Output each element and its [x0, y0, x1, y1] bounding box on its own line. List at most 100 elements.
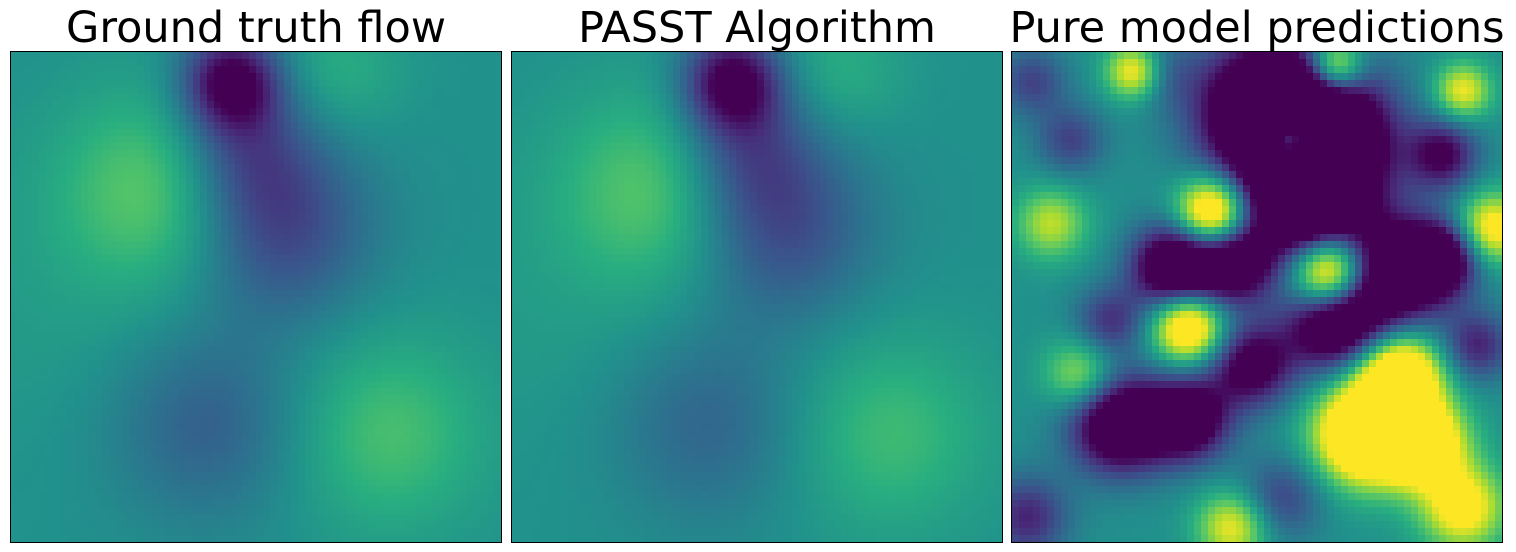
heatmap-cell [81, 87, 89, 95]
heatmap-cell [466, 234, 474, 242]
heatmap-cell [88, 311, 96, 319]
heatmap-cell [403, 395, 411, 403]
heatmap-cell [242, 437, 250, 445]
heatmap-cell [284, 129, 292, 137]
heatmap-cell [179, 304, 187, 312]
heatmap-cell [130, 206, 138, 214]
heatmap-cell [312, 199, 320, 207]
heatmap-cell [354, 346, 362, 354]
heatmap-cell [382, 395, 390, 403]
heatmap-cell [200, 521, 208, 529]
heatmap-cell [480, 353, 488, 361]
heatmap-cell [109, 318, 117, 326]
heatmap-cell [319, 143, 327, 151]
heatmap-cell [277, 479, 285, 487]
heatmap-cell [228, 199, 236, 207]
heatmap-cell [228, 423, 236, 431]
heatmap-cell [228, 486, 236, 494]
heatmap-cell [249, 430, 257, 438]
heatmap-cell [494, 374, 501, 382]
heatmap-cell [74, 171, 82, 179]
heatmap-cell [179, 283, 187, 291]
heatmap-cell [60, 234, 68, 242]
heatmap-cell [200, 465, 208, 473]
heatmap-cell [473, 444, 481, 452]
heatmap-cell [165, 143, 173, 151]
heatmap-cell [445, 157, 453, 165]
heatmap-cell [277, 220, 285, 228]
heatmap-cell [172, 108, 180, 116]
heatmap-cell [333, 430, 341, 438]
heatmap-cell [480, 318, 488, 326]
heatmap-cell [74, 360, 82, 368]
heatmap-cell [361, 283, 369, 291]
heatmap-cell [193, 255, 201, 263]
heatmap-cell [242, 360, 250, 368]
heatmap-cell [53, 409, 61, 417]
heatmap-cell [305, 157, 313, 165]
heatmap-cell [207, 87, 215, 95]
heatmap-cell [354, 353, 362, 361]
heatmap-cell [396, 101, 404, 109]
heatmap-cell [452, 192, 460, 200]
heatmap-cell [228, 101, 236, 109]
heatmap-cell [340, 66, 348, 74]
heatmap-cell [897, 52, 905, 60]
heatmap-cell [431, 136, 439, 144]
heatmap-cell [109, 416, 117, 424]
heatmap-cell [193, 206, 201, 214]
heatmap-cell [417, 248, 425, 256]
heatmap-cell [417, 213, 425, 221]
heatmap-cell [256, 381, 264, 389]
heatmap-cell [116, 262, 124, 270]
heatmap-cell [186, 52, 194, 60]
heatmap-cell [452, 493, 460, 501]
heatmap-cell [256, 108, 264, 116]
heatmap-cell [466, 472, 474, 480]
heatmap-cell [375, 199, 383, 207]
heatmap-cell [179, 276, 187, 284]
heatmap-cell [480, 283, 488, 291]
heatmap-cell [417, 59, 425, 67]
heatmap-cell [722, 52, 730, 60]
heatmap-cell [165, 101, 173, 109]
heatmap-cell [487, 367, 495, 375]
heatmap-cell [137, 66, 145, 74]
heatmap-cell [207, 234, 215, 242]
heatmap-cell [221, 535, 229, 542]
heatmap-cell [445, 507, 453, 515]
heatmap-cell [214, 143, 222, 151]
heatmap-cell [298, 269, 306, 277]
heatmap-cell [123, 262, 131, 270]
heatmap-cell [326, 402, 334, 410]
heatmap-cell [165, 500, 173, 508]
heatmap-cell [235, 360, 243, 368]
heatmap-cell [81, 304, 89, 312]
heatmap-cell [333, 241, 341, 249]
heatmap-cell [193, 192, 201, 200]
heatmap-cell [333, 150, 341, 158]
heatmap-cell [284, 213, 292, 221]
heatmap-cell [438, 94, 446, 102]
heatmap-cell [116, 332, 124, 340]
heatmap-cell [249, 437, 257, 445]
heatmap-cell [284, 472, 292, 480]
heatmap-cell [25, 150, 33, 158]
heatmap-cell [109, 479, 117, 487]
heatmap-cell [375, 500, 383, 508]
heatmap-cell [221, 136, 229, 144]
heatmap-cell [480, 409, 488, 417]
heatmap-cell [396, 283, 404, 291]
heatmap-cell [53, 451, 61, 459]
heatmap-cell [60, 402, 68, 410]
heatmap-cell [326, 360, 334, 368]
heatmap-cell [284, 297, 292, 305]
heatmap-cell [389, 437, 397, 445]
heatmap-cell [95, 101, 103, 109]
heatmap-cell [25, 297, 33, 305]
heatmap-cell [214, 535, 222, 542]
heatmap-cell [445, 290, 453, 298]
heatmap-cell [298, 353, 306, 361]
heatmap-cell [452, 374, 460, 382]
heatmap-cell [638, 52, 646, 60]
